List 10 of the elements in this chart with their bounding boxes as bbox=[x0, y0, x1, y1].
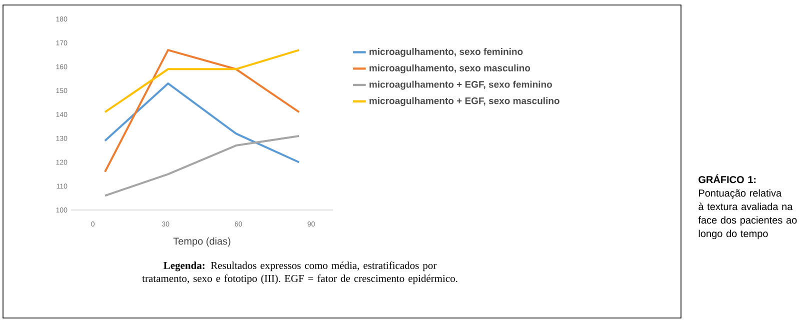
text: GRÁFICO 1: Pontuação relativa à textura avaliada na face dos pacientes ao longo do tempo bbox=[698, 174, 797, 240]
line-series bbox=[104, 49, 300, 173]
legend-label: microagulhamento + EGF, sexo masculino bbox=[370, 97, 560, 106]
legend-label: microagulhamento, sexo feminino bbox=[370, 48, 523, 57]
x-axis-title: Tempo (dias) bbox=[173, 237, 230, 247]
line-series bbox=[104, 134, 300, 197]
legend-label: microagulhamento, sexo masculino bbox=[370, 64, 530, 74]
legend-label: microagulhamento + EGF, sexo feminino bbox=[370, 80, 552, 90]
line-series bbox=[104, 82, 300, 164]
text: Legenda: Resultados expressos como média, estratificados por tratamento, sexo e fototipo (III). EGF = fator de crescimento epidérmico. bbox=[142, 262, 458, 284]
